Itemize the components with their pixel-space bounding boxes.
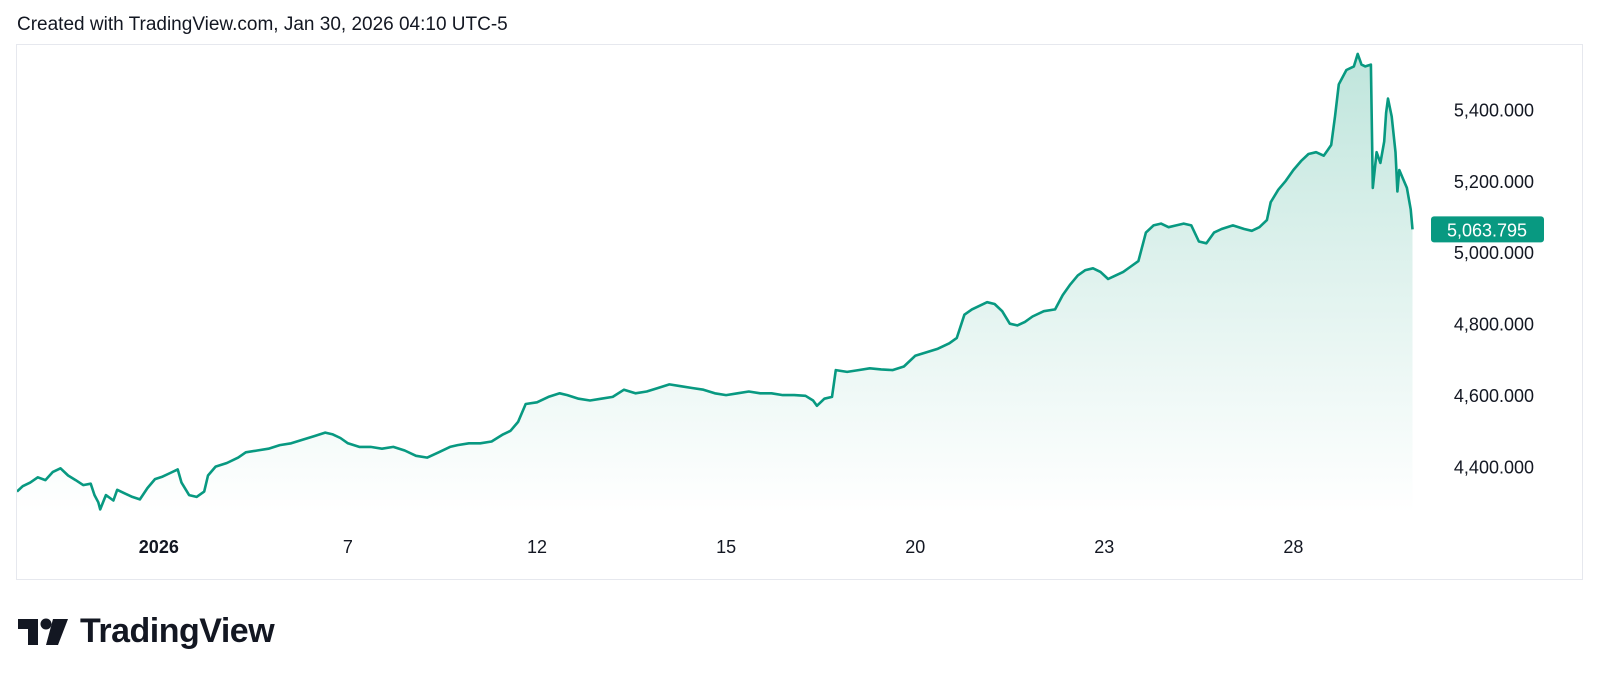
x-tick-label: 15 (716, 537, 736, 557)
x-tick-label: 2026 (139, 537, 179, 557)
y-tick-label: 4,600.000 (1454, 386, 1534, 406)
y-tick-label: 4,800.000 (1454, 315, 1534, 335)
tradingview-logo-icon (18, 618, 68, 645)
time-axis: 2026 7 12 15 20 23 28 (139, 537, 1304, 557)
chart-attribution: Created with TradingView.com, Jan 30, 20… (17, 14, 508, 35)
last-price-label: 5,063.795 (1447, 220, 1527, 240)
x-tick-label: 7 (343, 537, 353, 557)
price-area-fill (17, 53, 1413, 514)
y-tick-label: 5,000.000 (1454, 243, 1534, 263)
y-tick-label: 5,200.000 (1454, 172, 1534, 192)
brand-name: TradingView (80, 612, 275, 650)
x-tick-label: 12 (527, 537, 547, 557)
price-axis: 4,400.000 4,600.000 4,800.000 5,000.000 5,20… (1454, 100, 1534, 477)
price-chart[interactable]: 4,400.000 4,600.000 4,800.000 5,000.000 5,20… (17, 45, 1582, 579)
x-tick-label: 20 (905, 537, 925, 557)
tradingview-logo[interactable]: TradingView (18, 612, 275, 651)
y-tick-label: 5,400.000 (1454, 100, 1534, 120)
x-tick-label: 28 (1283, 537, 1303, 557)
y-tick-label: 4,400.000 (1454, 458, 1534, 478)
chart-frame[interactable]: 4,400.000 4,600.000 4,800.000 5,000.000 5,20… (16, 44, 1583, 580)
price-line[interactable] (17, 52, 1414, 511)
x-tick-label: 23 (1094, 537, 1114, 557)
last-price-badge (1431, 216, 1544, 243)
